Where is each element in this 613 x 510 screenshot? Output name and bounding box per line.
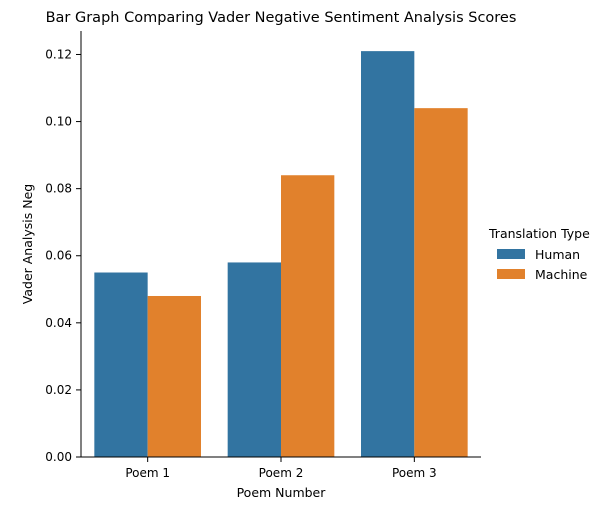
legend-title: Translation Type [488,226,590,241]
y-tick-label: 0.02 [45,383,72,397]
y-tick-label: 0.04 [45,316,72,330]
y-tick-label: 0.06 [45,249,72,263]
bar-machine-poem-1 [147,295,201,457]
plot-area [94,51,468,458]
y-axis-ticks: 0.00 0.02 0.04 0.06 0.08 0.10 0.12 [45,47,81,464]
legend-label-human: Human [535,247,580,262]
x-tick-label: Poem 1 [125,466,170,480]
bar-human-poem-1 [94,272,148,457]
bar-human-poem-2 [227,262,281,457]
y-tick-label: 0.00 [45,450,72,464]
x-tick-label: Poem 2 [259,466,304,480]
bar-human-poem-3 [361,51,415,457]
x-axis-label: Poem Number [237,485,327,500]
y-tick-label: 0.12 [45,47,72,61]
legend-swatch-machine [497,269,525,279]
legend: Translation Type Human Machine [488,226,590,282]
y-tick-label: 0.10 [45,115,72,129]
bar-machine-poem-3 [414,108,468,458]
legend-label-machine: Machine [535,267,588,282]
x-tick-label: Poem 3 [392,466,437,480]
x-axis-ticks: Poem 1 Poem 2 Poem 3 [125,457,437,480]
y-axis-label: Vader Analysis Neg [20,184,35,304]
chart-title: Bar Graph Comparing Vader Negative Senti… [46,10,517,26]
y-tick-label: 0.08 [45,182,72,196]
bar-machine-poem-2 [281,175,335,458]
legend-swatch-human [497,249,525,259]
